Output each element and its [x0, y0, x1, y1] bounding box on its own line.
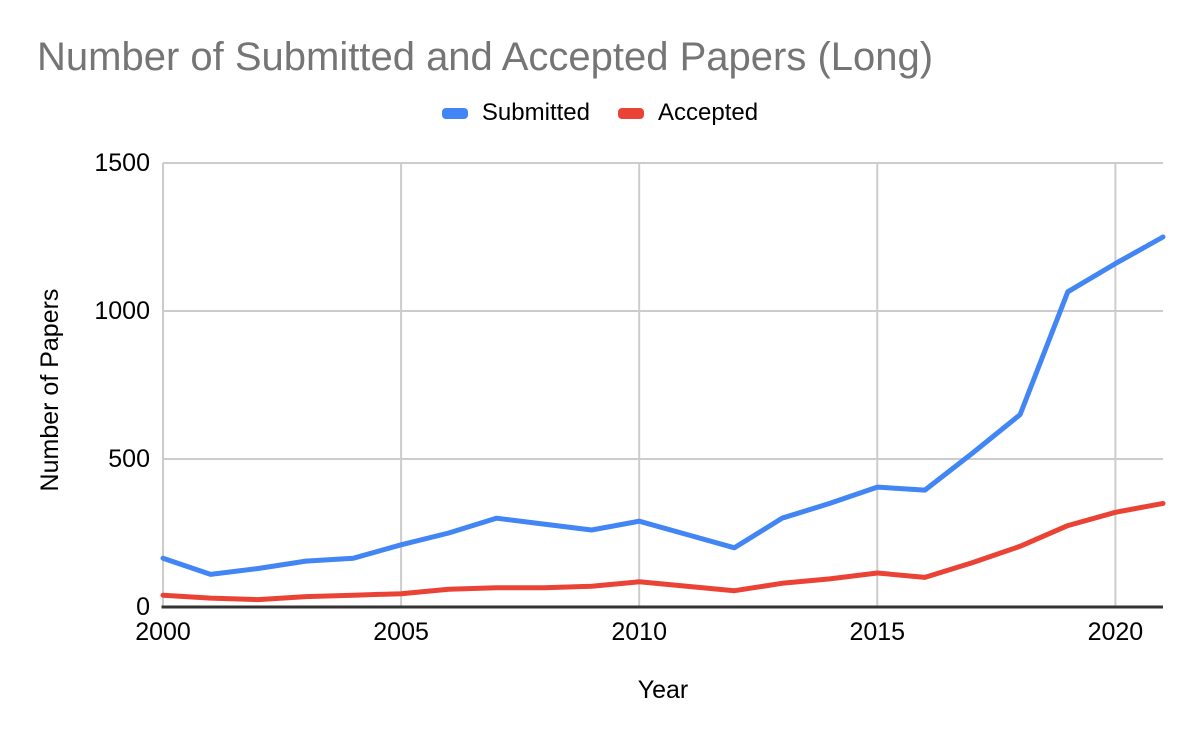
- x-tick-label-2015: 2015: [849, 618, 906, 646]
- x-tick-label-2005: 2005: [373, 618, 429, 646]
- y-tick-label-1000: 1000: [94, 297, 150, 325]
- series-line-submitted: [160, 234, 1166, 577]
- series-line-accepted: [160, 500, 1166, 603]
- legend-swatch-accepted-icon: [617, 107, 644, 119]
- x-tick-label-2010: 2010: [611, 618, 667, 646]
- legend-item-submitted: Submitted: [441, 99, 590, 127]
- x-tick-label-2000: 2000: [135, 618, 191, 646]
- y-tick-label-0: 0: [136, 593, 150, 621]
- legend-item-accepted: Accepted: [617, 99, 759, 127]
- x-axis-title: Year: [637, 676, 689, 704]
- y-tick-label-1500: 1500: [94, 149, 150, 177]
- legend: Submitted Accepted: [0, 99, 1200, 127]
- chart-title: Number of Submitted and Accepted Papers …: [37, 35, 934, 79]
- legend-label-submitted: Submitted: [481, 99, 590, 126]
- legend-label-accepted: Accepted: [657, 99, 759, 126]
- x-tick-label-2020: 2020: [1087, 618, 1144, 646]
- y-axis-title: Number of Papers: [36, 288, 64, 492]
- legend-swatch-submitted-icon: [441, 107, 468, 119]
- y-tick-label-500: 500: [108, 445, 150, 473]
